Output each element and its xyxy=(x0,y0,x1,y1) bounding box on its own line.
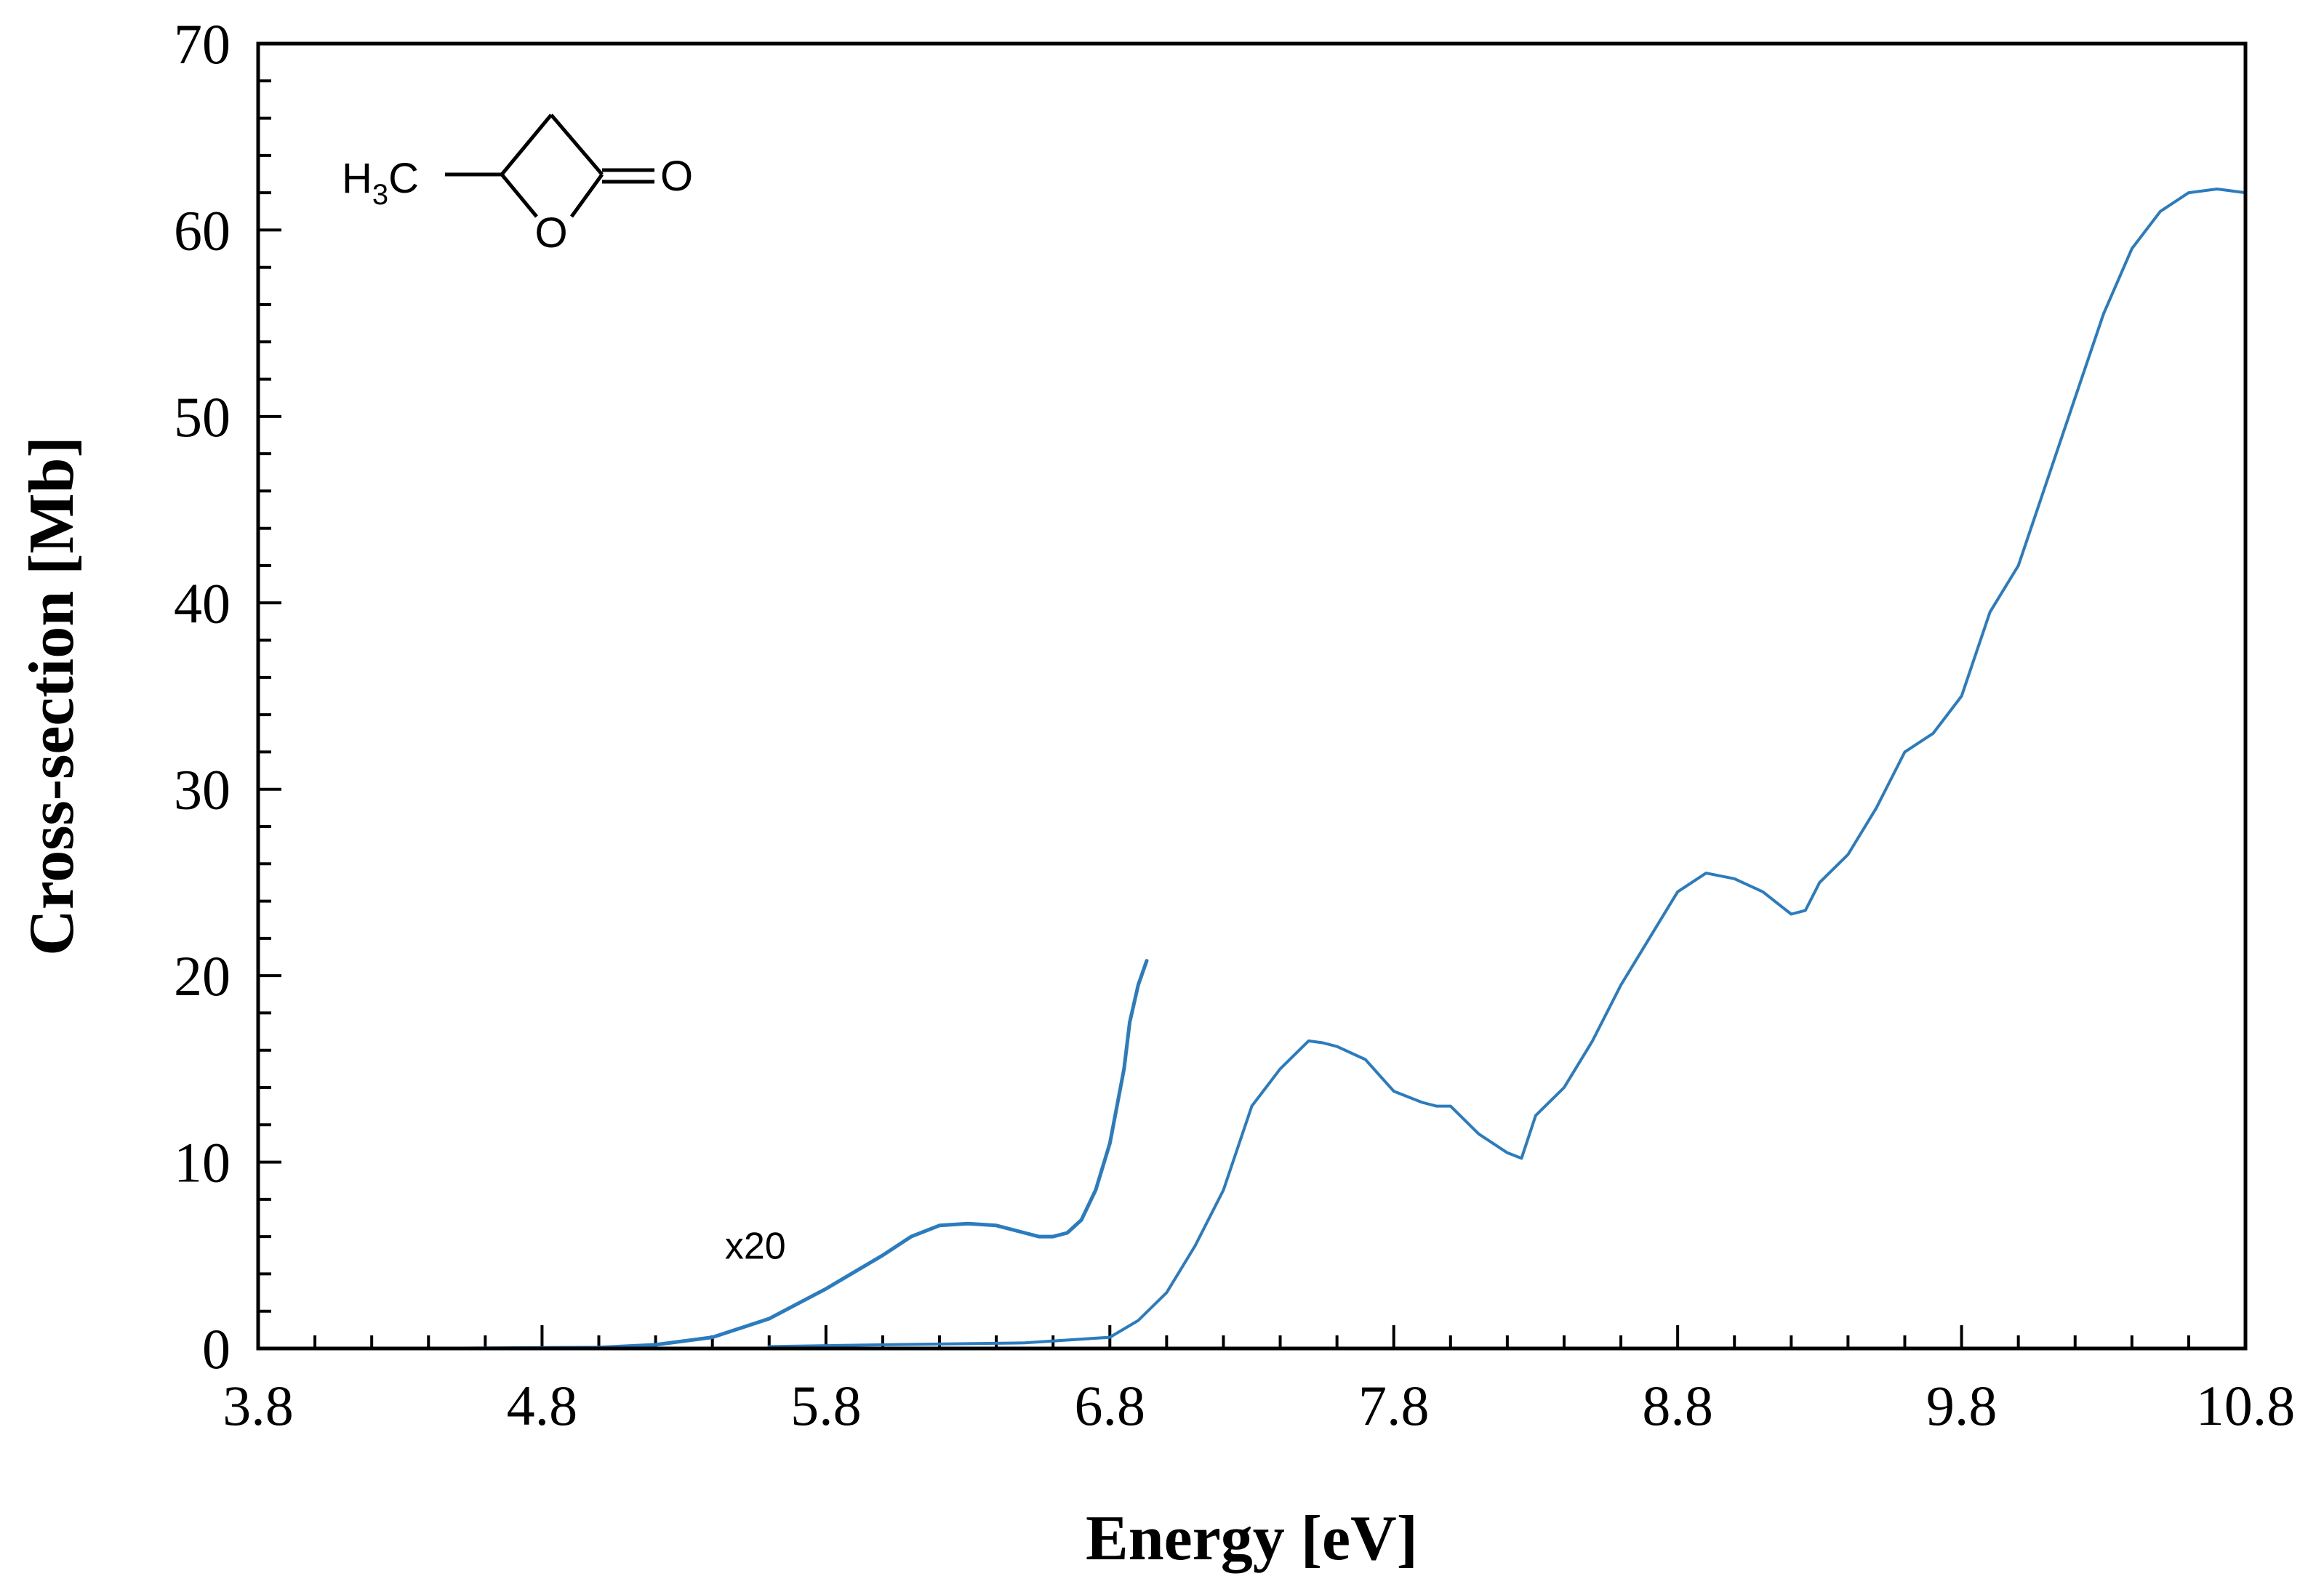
y-axis-title: Cross-section [Mb] xyxy=(17,436,87,955)
x-tick-label: 6.8 xyxy=(1075,1374,1146,1437)
x-tick-label: 10.8 xyxy=(2196,1374,2296,1437)
x-tick-label: 7.8 xyxy=(1358,1374,1430,1437)
axis-ticks xyxy=(257,42,2247,1350)
x-tick-label: 9.8 xyxy=(1926,1374,1998,1437)
series-layer xyxy=(256,188,2247,1351)
y-tick-label: 50 xyxy=(174,385,231,449)
molecule-c-label: C xyxy=(388,155,419,202)
y-tick-label: 0 xyxy=(202,1317,231,1380)
y-tick-label: 40 xyxy=(174,571,231,635)
x-axis-title: Energy [eV] xyxy=(1086,1503,1418,1574)
y-tick-label: 20 xyxy=(174,944,231,1008)
x-tick-label: 8.8 xyxy=(1642,1374,1713,1437)
molecule-carbonyl-o-label: O xyxy=(660,153,693,200)
y-tick-label: 30 xyxy=(174,758,231,821)
y-tick-label: 10 xyxy=(174,1131,231,1194)
molecule-structure: H3C O O xyxy=(342,113,693,257)
x-tick-label: 4.8 xyxy=(507,1374,578,1437)
y-tick-label: 60 xyxy=(174,198,231,262)
molecule-subscript: 3 xyxy=(372,179,388,211)
series-line-main xyxy=(767,188,2247,1348)
y-tick-label: 70 xyxy=(174,12,231,76)
plot-frame xyxy=(256,41,2248,1351)
x-tick-label: 3.8 xyxy=(223,1374,294,1437)
svg-text:H3C: H3C xyxy=(342,155,419,211)
molecule-h-label: H xyxy=(342,155,372,202)
x-tick-label: 5.8 xyxy=(790,1374,862,1437)
series-line-x20 xyxy=(256,959,1149,1351)
molecule-ring-o-label: O xyxy=(534,209,567,257)
x-tick-labels: 3.8 4.8 5.8 6.8 7.8 8.8 9.8 10.8 xyxy=(223,1374,2295,1437)
y-tick-labels: 0 10 20 30 40 50 60 70 xyxy=(174,12,231,1380)
annotation-x20: x20 xyxy=(725,1225,786,1267)
